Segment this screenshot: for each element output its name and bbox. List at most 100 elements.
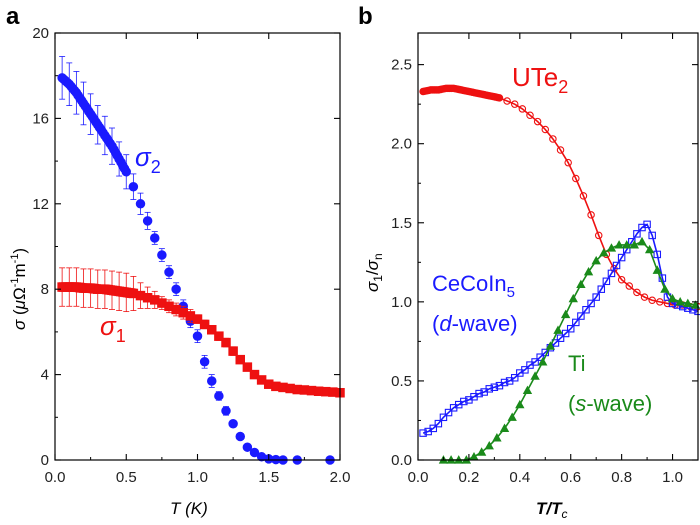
data-point bbox=[466, 88, 472, 94]
label-sigma1-main: σ bbox=[100, 311, 117, 341]
data-point bbox=[108, 142, 116, 150]
data-point bbox=[562, 311, 570, 318]
x-tick-label: 0.4 bbox=[509, 469, 530, 486]
data-point bbox=[229, 347, 237, 355]
y-tick-label: 8 bbox=[41, 281, 49, 298]
panel-a-ylabel-omega: Ω bbox=[10, 287, 29, 300]
data-point bbox=[554, 326, 562, 333]
data-point bbox=[222, 407, 230, 415]
panel-a-xlabel-unit: (K) bbox=[180, 499, 207, 518]
x-tick-label: 2.0 bbox=[330, 469, 351, 486]
data-point bbox=[143, 217, 151, 225]
data-point bbox=[101, 131, 109, 139]
data-point bbox=[458, 87, 464, 93]
label-cecoin5: CeCoIn5 bbox=[432, 271, 515, 301]
data-point bbox=[638, 238, 646, 245]
data-point bbox=[115, 155, 123, 163]
data-point bbox=[65, 80, 73, 88]
label-cecoin5-main: CeCoIn bbox=[432, 271, 507, 296]
data-point bbox=[516, 401, 524, 408]
data-point bbox=[158, 251, 166, 259]
x-tick-label: 1.0 bbox=[187, 469, 208, 486]
x-tick-label: 0.0 bbox=[408, 469, 429, 486]
y-tick-label: 0.0 bbox=[391, 452, 412, 469]
data-point bbox=[58, 74, 66, 82]
panel-a-data bbox=[58, 56, 344, 464]
label-ti-text: Ti bbox=[568, 351, 586, 376]
panel-a-ylabel-close: ) bbox=[10, 248, 29, 254]
label-s-wave-s: s bbox=[575, 391, 586, 416]
data-point bbox=[428, 87, 434, 93]
panel-a-chart: 0.0 0.5 1.0 1.5 2.0048121620 bbox=[32, 25, 350, 486]
label-sigma2-sub: 2 bbox=[151, 157, 161, 177]
y-tick-label: 16 bbox=[32, 110, 49, 127]
data-point bbox=[539, 358, 547, 365]
label-d-wave-rest: -wave) bbox=[452, 311, 518, 336]
x-tick-label: 0.2 bbox=[458, 469, 479, 486]
y-tick-label: 12 bbox=[32, 196, 49, 213]
panel-b-chart: 0.0 0.2 0.4 0.6 0.8 1.00.00.51.01.52.02.5 bbox=[391, 33, 700, 486]
y-tick-label: 2.0 bbox=[391, 136, 412, 153]
panel-b-ylabel: σ1/σn bbox=[363, 253, 385, 292]
label-ute2-main: UTe bbox=[512, 62, 558, 92]
data-point bbox=[172, 285, 180, 293]
panel-a-ylabel-exp2: -1 bbox=[9, 254, 21, 264]
y-tick-label: 20 bbox=[32, 25, 49, 42]
data-point bbox=[470, 453, 478, 460]
data-point bbox=[229, 420, 237, 428]
panel-a-ylabel-open: ( bbox=[10, 309, 29, 320]
data-point bbox=[222, 338, 230, 346]
data-point bbox=[523, 386, 531, 393]
data-point bbox=[661, 285, 669, 292]
data-point bbox=[94, 121, 102, 129]
x-tick-label: 0.6 bbox=[560, 469, 581, 486]
label-d-wave: (d-wave) bbox=[432, 311, 518, 336]
label-sigma2: σ2 bbox=[135, 142, 161, 177]
data-point bbox=[129, 183, 137, 191]
data-point bbox=[473, 90, 479, 96]
x-tick-label: 1.0 bbox=[662, 469, 683, 486]
data-point bbox=[215, 392, 223, 400]
data-point bbox=[200, 358, 208, 366]
data-point bbox=[508, 413, 516, 420]
data-point bbox=[86, 110, 94, 118]
data-point bbox=[72, 89, 80, 97]
figure: a b 0.0 0.5 1.0 1.5 2.0048121620 0.0 0.2 0.4 0.… bbox=[0, 0, 700, 525]
data-point bbox=[531, 372, 539, 379]
label-ute2: UTe2 bbox=[512, 62, 568, 97]
data-point bbox=[193, 332, 201, 340]
label-s-wave-rest: -wave) bbox=[586, 391, 652, 416]
panel-b-letter: b bbox=[358, 3, 373, 30]
data-point bbox=[443, 85, 449, 91]
panel-b-xlabel: T/Tc bbox=[536, 499, 568, 521]
data-point bbox=[122, 168, 130, 176]
panel-a-ylabel: σ (μΩ-1m-1) bbox=[9, 248, 29, 330]
panel-b-ticks: 0.0 0.2 0.4 0.6 0.8 1.00.00.51.01.52.02.5 bbox=[391, 33, 698, 486]
label-sigma2-main: σ bbox=[135, 142, 152, 172]
data-point bbox=[165, 268, 173, 276]
panel-b-frame bbox=[418, 33, 698, 460]
label-d-wave-d: d bbox=[439, 311, 452, 336]
panel-a-letter: a bbox=[6, 3, 20, 30]
y-tick-label: 1.5 bbox=[391, 215, 412, 232]
y-tick-label: 2.5 bbox=[391, 57, 412, 74]
panel-a-xlabel: T (K) bbox=[170, 499, 208, 518]
x-tick-label: 0.5 bbox=[116, 469, 137, 486]
data-point bbox=[243, 443, 251, 451]
y-tick-label: 1.0 bbox=[391, 294, 412, 311]
data-point bbox=[577, 280, 585, 287]
label-sigma1-sub: 1 bbox=[116, 326, 126, 346]
data-point bbox=[136, 200, 144, 208]
y-tick-label: 0.5 bbox=[391, 373, 412, 390]
data-point bbox=[481, 91, 487, 97]
label-ute2-sub: 2 bbox=[558, 77, 568, 97]
data-point bbox=[435, 87, 441, 93]
panel-a-frame bbox=[55, 33, 340, 460]
panel-a-ylabel-m: m bbox=[10, 263, 29, 277]
data-point bbox=[450, 85, 456, 91]
series-σ2 bbox=[58, 56, 334, 464]
panel-b-ylabel-n: n bbox=[371, 253, 385, 260]
data-point bbox=[208, 377, 216, 385]
data-point bbox=[489, 93, 495, 99]
x-tick-label: 1.5 bbox=[258, 469, 279, 486]
